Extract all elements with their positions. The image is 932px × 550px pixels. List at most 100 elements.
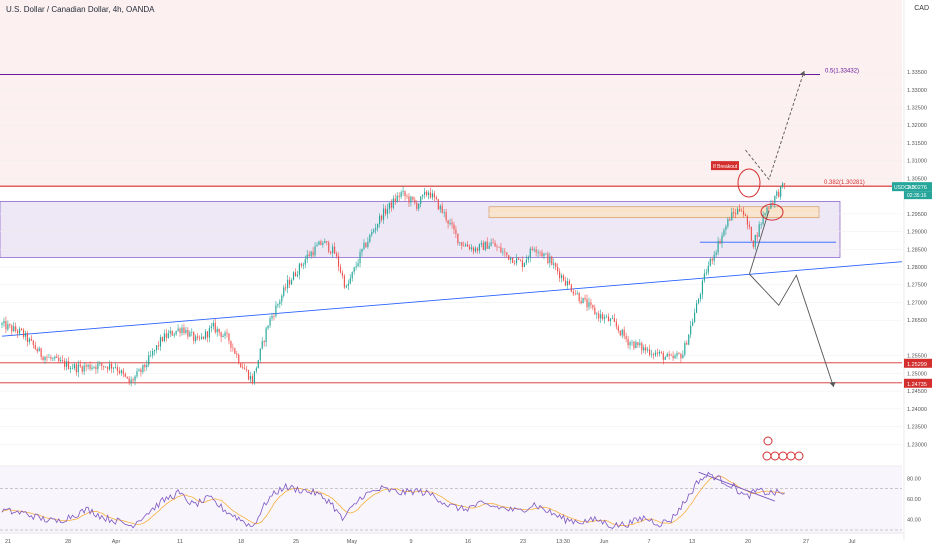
candle-body (240, 363, 242, 368)
candle-body (766, 207, 768, 213)
price-tick-label: 1.27500 (907, 283, 927, 289)
candle-body (525, 259, 527, 263)
candle-body (482, 243, 484, 250)
candle-body (394, 198, 396, 202)
candle-body (128, 378, 130, 384)
candle-body (312, 251, 314, 256)
candle-body (20, 328, 23, 331)
candle-body (637, 342, 639, 346)
candle-body (324, 241, 326, 244)
candle-body (451, 222, 453, 225)
candle-body (281, 295, 283, 302)
candle-body (167, 333, 169, 338)
candle-body (245, 369, 248, 371)
candle-body (619, 330, 621, 336)
time-tick-label: 20 (745, 539, 751, 545)
candle-body (496, 246, 498, 248)
candle-body (242, 367, 244, 369)
candle-body (549, 256, 551, 264)
support1-tag-bg (904, 358, 932, 368)
candle-body (214, 322, 216, 333)
candle-body (132, 379, 134, 381)
candle-body (400, 192, 402, 197)
candle-body (598, 313, 600, 319)
candle-body (32, 340, 34, 346)
candle-body (367, 241, 369, 247)
candle-body (727, 219, 729, 227)
candle-body (138, 369, 140, 372)
economic-event-icon[interactable] (770, 451, 780, 461)
candle-body (384, 208, 387, 214)
candle-body (596, 313, 598, 315)
candle-body (762, 214, 764, 225)
candle-body (748, 224, 750, 227)
candle-body (24, 332, 27, 337)
time-tick-label: 25 (293, 539, 299, 545)
economic-event-icon[interactable] (786, 451, 796, 461)
candle-body (289, 279, 291, 285)
economic-event-icon[interactable] (762, 451, 772, 461)
candle-body (461, 242, 463, 246)
fib-0382-label: 0.382(1.30281) (824, 180, 865, 186)
candle-body (179, 328, 181, 333)
candle-body (742, 210, 745, 215)
candle-body (216, 328, 218, 333)
candle-body (60, 360, 62, 361)
candle-body (392, 198, 394, 208)
candle-body (488, 245, 490, 249)
candle-body (95, 366, 97, 370)
candle-body (652, 354, 655, 356)
candle-body (236, 353, 238, 355)
candle-body (318, 241, 320, 246)
candle-body (396, 195, 398, 202)
candle-body (455, 229, 457, 234)
candle-body (600, 314, 602, 319)
candle-body (26, 332, 29, 342)
candle-body (740, 210, 743, 212)
candle-body (684, 342, 686, 355)
candle-body (161, 337, 164, 342)
candle-body (77, 364, 79, 373)
candle-body (52, 358, 54, 359)
candle-body (91, 367, 93, 369)
candle-body (613, 318, 615, 322)
candle-body (502, 251, 504, 253)
candle-body (422, 194, 424, 197)
candle-body (363, 242, 365, 249)
candle-body (261, 341, 263, 349)
price-tick-label: 1.28000 (907, 265, 927, 271)
candle-body (678, 353, 680, 354)
candle-body (58, 357, 60, 361)
candle-body (85, 365, 87, 367)
candle-body (345, 285, 347, 288)
candle-body (181, 327, 183, 333)
candle-body (737, 208, 739, 215)
candle-body (15, 326, 17, 331)
economic-event-icon[interactable] (794, 451, 804, 461)
candle-body (334, 246, 336, 254)
candle-body (328, 242, 330, 252)
candle-body (512, 257, 514, 263)
rsi-tick-label: 60.00 (907, 497, 921, 503)
economic-event-icon[interactable] (778, 451, 788, 461)
candle-body (523, 262, 525, 268)
candle-body (189, 332, 191, 337)
candle-body (662, 352, 664, 360)
candle-body (688, 334, 690, 345)
time-tick-label: 13:30 (556, 539, 570, 545)
candle-body (146, 364, 148, 368)
candle-body (439, 205, 441, 210)
candle-body (621, 329, 623, 336)
rsi-line (1, 471, 785, 530)
candle-body (330, 251, 332, 254)
candle-body (42, 356, 44, 361)
candle-body (140, 369, 142, 373)
candle-body (369, 234, 371, 242)
event-flag-icon[interactable] (763, 436, 773, 446)
candle-body (625, 336, 627, 339)
candle-body (682, 354, 684, 359)
candle-body (304, 259, 306, 265)
candle-body (73, 364, 75, 369)
candle-body (165, 333, 167, 338)
